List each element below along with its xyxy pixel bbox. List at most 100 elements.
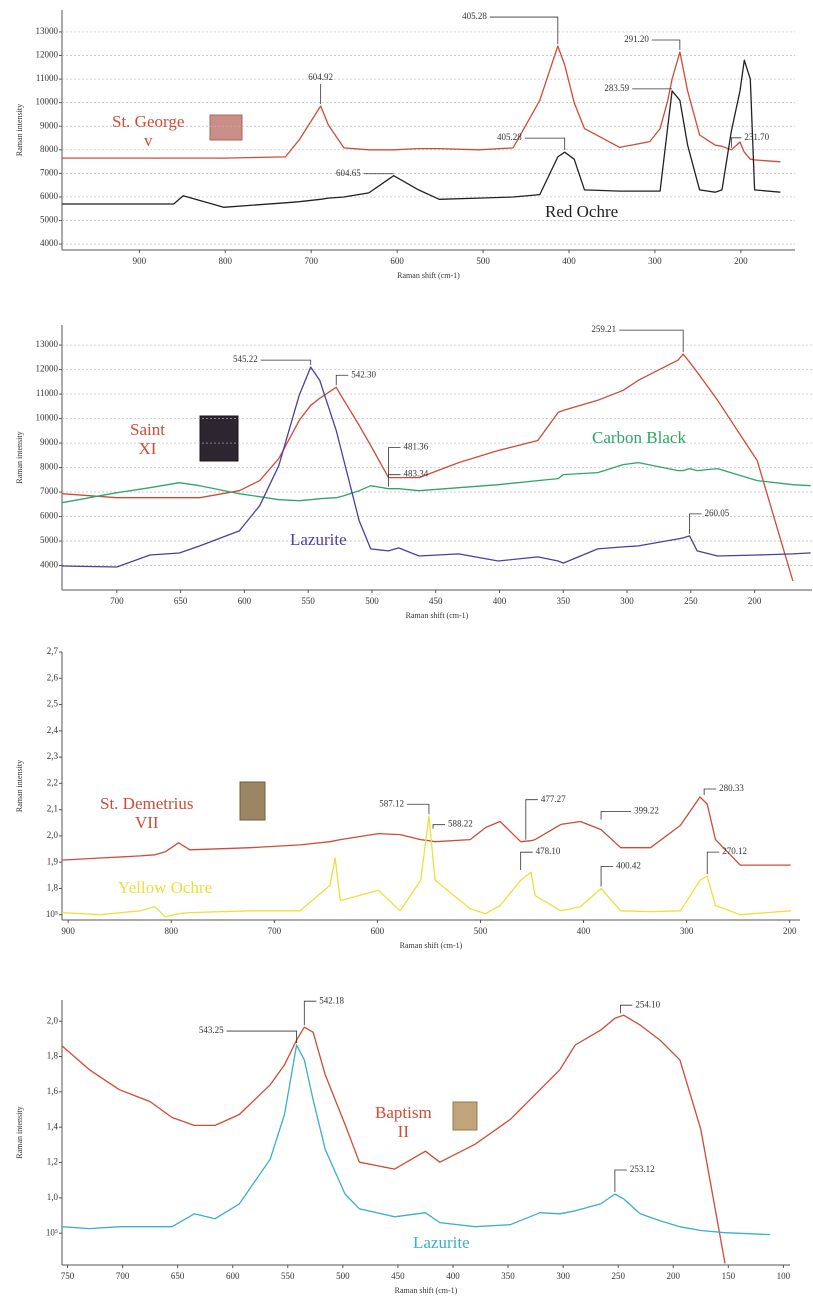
y-tick-label: 6000	[40, 511, 59, 521]
annotation: 543.25	[199, 1025, 224, 1035]
annotation: 260.05	[705, 508, 730, 518]
x-tick-label: 500	[365, 596, 379, 606]
annotation-leader	[389, 475, 401, 487]
x-axis-title: Raman shift (cm-1)	[397, 271, 460, 280]
annotation: 542.30	[351, 369, 376, 379]
x-tick-label: 500	[476, 256, 490, 266]
x-tick-label: 750	[61, 1271, 75, 1281]
y-tick-label: 11000	[36, 388, 59, 398]
annotation: 231.70	[744, 132, 769, 142]
y-axis-title: Raman intensity	[15, 1106, 24, 1158]
annotation-leader	[227, 1031, 297, 1043]
series-label: Saint XI	[130, 420, 165, 458]
annotation: 545.22	[233, 354, 258, 364]
annotation: 405.28	[497, 132, 522, 142]
y-tick-label: 4000	[40, 238, 59, 248]
annotation: 542.18	[319, 995, 344, 1005]
x-tick-label: 600	[238, 596, 252, 606]
annotation: 253.12	[630, 1164, 655, 1174]
y-tick-label: 10⁵	[46, 909, 58, 919]
y-tick-label: 2,7	[47, 646, 59, 656]
x-tick-label: 600	[390, 256, 404, 266]
y-tick-label: 12000	[36, 50, 59, 60]
x-tick-label: 550	[301, 596, 315, 606]
annotation-leader	[490, 17, 558, 44]
x-tick-label: 300	[620, 596, 634, 606]
annotation-leader	[601, 866, 613, 886]
series-label: Baptism II	[375, 1103, 432, 1141]
sample-thumbnail	[240, 782, 265, 820]
y-tick-label: 13000	[36, 339, 59, 349]
x-tick-label: 300	[648, 256, 662, 266]
y-tick-label: 2,1	[47, 804, 58, 814]
x-tick-label: 300	[556, 1271, 570, 1281]
y-tick-label: 10⁵	[46, 1227, 58, 1237]
y-tick-label: 10000	[36, 97, 59, 107]
x-tick-label: 450	[391, 1271, 405, 1281]
annotation-leader	[526, 800, 538, 840]
annotation-leader	[261, 360, 311, 365]
annotation: 254.10	[635, 999, 660, 1009]
y-tick-label: 7000	[40, 486, 59, 496]
annotation-leader	[407, 804, 429, 814]
x-tick-label: 250	[611, 1271, 625, 1281]
x-tick-label: 350	[501, 1271, 515, 1281]
x-tick-label: 400	[562, 256, 576, 266]
annotation: 291.20	[624, 34, 649, 44]
y-tick-label: 8000	[40, 462, 59, 472]
x-tick-label: 800	[165, 926, 179, 936]
x-tick-label: 700	[304, 256, 318, 266]
y-tick-label: 2,0	[47, 1015, 59, 1025]
annotation: 587.12	[379, 798, 404, 808]
annotation: 481.36	[404, 442, 429, 452]
annotation-leader	[389, 448, 401, 476]
x-tick-label: 600	[371, 926, 385, 936]
y-tick-label: 11000	[36, 73, 59, 83]
annotation-leader	[652, 40, 680, 50]
x-tick-label: 100	[777, 1271, 791, 1281]
annotation-leader	[615, 1170, 627, 1192]
annotation: 399.22	[634, 806, 659, 816]
annotation-leader	[619, 330, 683, 352]
x-tick-label: 800	[219, 256, 233, 266]
annotation: 270.12	[722, 846, 747, 856]
x-tick-label: 200	[734, 256, 748, 266]
y-axis-title: Raman intensity	[15, 760, 24, 812]
series-label: St. George v	[112, 112, 184, 150]
x-tick-label: 500	[474, 926, 488, 936]
series-label: Yellow Ochre	[118, 878, 212, 897]
annotation: 588.22	[448, 819, 473, 829]
y-tick-label: 1,6	[47, 1086, 59, 1096]
figure: 4000500060007000800090001000011000120001…	[0, 0, 813, 1300]
series-line	[62, 463, 811, 503]
annotation-leader	[704, 789, 716, 795]
x-tick-label: 500	[336, 1271, 350, 1281]
y-tick-label: 6000	[40, 191, 59, 201]
series-line	[62, 367, 811, 567]
y-tick-label: 13000	[36, 26, 59, 36]
y-tick-label: 12000	[36, 364, 59, 374]
x-tick-label: 450	[429, 596, 443, 606]
y-tick-label: 2,2	[47, 777, 58, 787]
annotation: 259.21	[591, 324, 616, 334]
sample-thumbnail	[453, 1102, 477, 1130]
y-axis-title: Raman intensity	[15, 431, 24, 483]
x-tick-label: 900	[61, 926, 75, 936]
annotation: 477.27	[541, 794, 566, 804]
annotation: 400.42	[616, 861, 641, 871]
x-tick-label: 700	[110, 596, 124, 606]
annotation-leader	[707, 852, 719, 874]
x-tick-label: 400	[493, 596, 507, 606]
y-tick-label: 2,6	[47, 672, 59, 682]
annotation-leader	[304, 1001, 316, 1025]
series-label: St. Demetrius VII	[100, 794, 194, 832]
x-tick-label: 400	[577, 926, 591, 936]
annotation-leader	[336, 375, 348, 385]
annotation: 604.92	[308, 72, 333, 82]
x-tick-label: 600	[226, 1271, 240, 1281]
y-tick-label: 9000	[40, 437, 59, 447]
x-tick-label: 200	[748, 596, 762, 606]
y-tick-label: 4000	[40, 560, 59, 570]
y-tick-label: 9000	[40, 120, 59, 130]
y-axis-title: Raman intensity	[15, 104, 24, 156]
